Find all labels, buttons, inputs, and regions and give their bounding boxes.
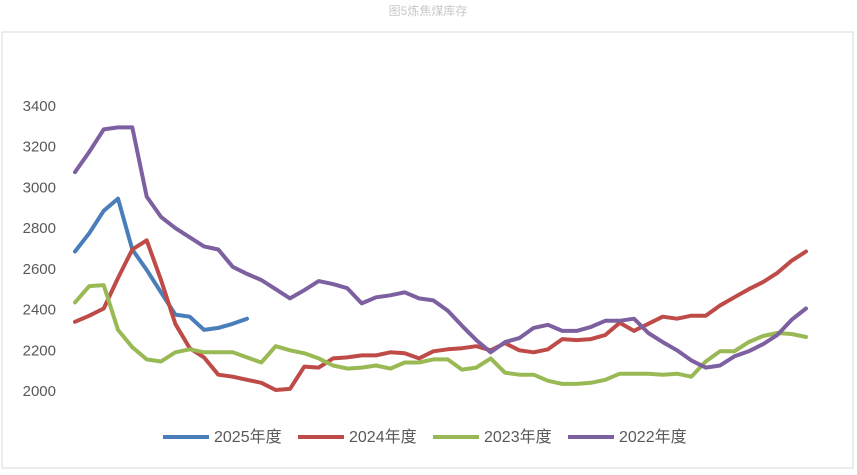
y-tick-label: 2200: [23, 342, 56, 359]
legend-label: 2024年度: [349, 428, 417, 446]
y-tick-label: 3000: [23, 179, 56, 196]
y-tick-label: 2000: [23, 383, 56, 400]
y-tick-label: 2800: [23, 220, 56, 237]
legend-label: 2023年度: [484, 428, 552, 446]
chart-title: 图5炼焦煤库存: [389, 3, 468, 18]
line-series: [73, 125, 808, 370]
line-series: [73, 283, 808, 386]
y-tick-label: 2600: [23, 261, 56, 278]
y-tick-label: 3200: [23, 139, 56, 156]
chart-frame: [1, 31, 854, 469]
legend-label: 2025年度: [214, 428, 282, 446]
legend-label: 2022年度: [619, 428, 687, 446]
y-tick-label: 2400: [23, 302, 56, 319]
line-series: [73, 196, 249, 332]
y-tick-label: 3400: [23, 98, 56, 115]
